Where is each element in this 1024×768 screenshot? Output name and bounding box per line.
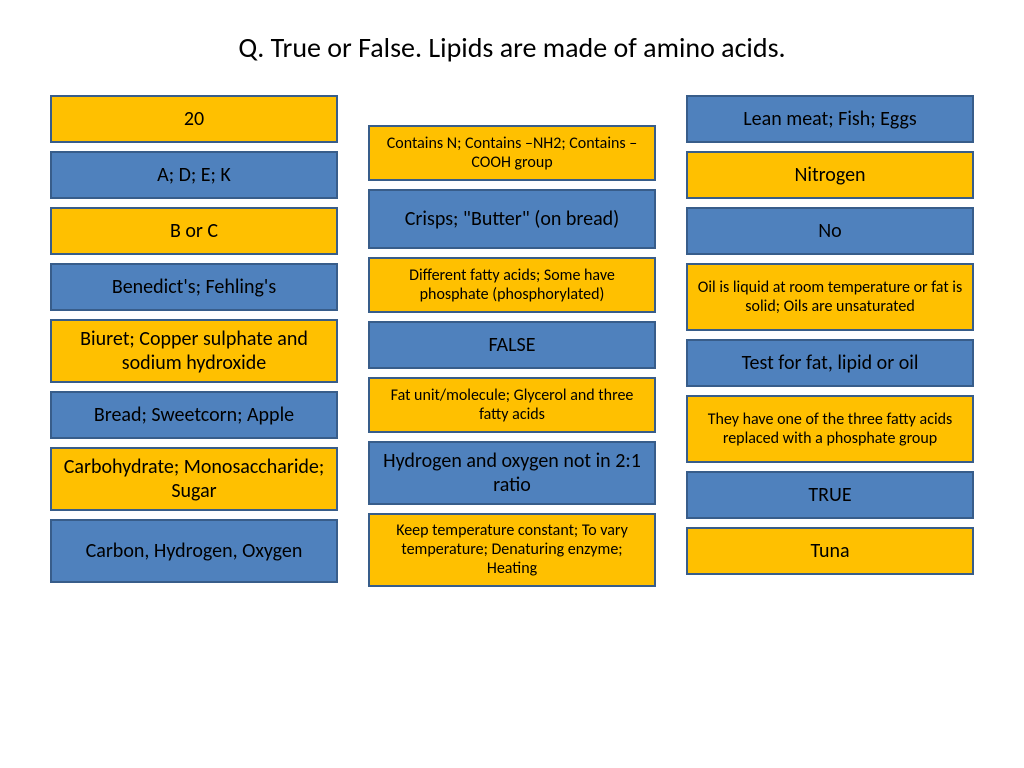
answer-card[interactable]: Different fatty acids; Some have phospha… — [368, 257, 656, 313]
answer-card[interactable]: Carbon, Hydrogen, Oxygen — [50, 519, 338, 583]
answer-card[interactable]: Hydrogen and oxygen not in 2:1 ratio — [368, 441, 656, 505]
answer-card[interactable]: Fat unit/molecule; Glycerol and three fa… — [368, 377, 656, 433]
answer-card[interactable]: Bread; Sweetcorn; Apple — [50, 391, 338, 439]
answer-card[interactable]: Contains N; Contains –NH2; Contains –COO… — [368, 125, 656, 181]
answer-card[interactable]: Nitrogen — [686, 151, 974, 199]
answer-card[interactable]: 20 — [50, 95, 338, 143]
answer-card[interactable]: They have one of the three fatty acids r… — [686, 395, 974, 463]
answer-card[interactable]: FALSE — [368, 321, 656, 369]
answer-card[interactable]: Biuret; Copper sulphate and sodium hydro… — [50, 319, 338, 383]
column-1: 20 A; D; E; K B or C Benedict's; Fehling's B… — [50, 95, 338, 587]
answer-columns: 20 A; D; E; K B or C Benedict's; Fehling's B… — [0, 85, 1024, 587]
answer-card[interactable]: No — [686, 207, 974, 255]
answer-card[interactable]: Tuna — [686, 527, 974, 575]
answer-card[interactable]: Carbohydrate; Monosaccharide; Sugar — [50, 447, 338, 511]
answer-card[interactable]: B or C — [50, 207, 338, 255]
answer-card[interactable]: TRUE — [686, 471, 974, 519]
answer-card[interactable]: A; D; E; K — [50, 151, 338, 199]
answer-card[interactable]: Crisps; "Butter" (on bread) — [368, 189, 656, 249]
answer-card[interactable]: Oil is liquid at room temperature or fat… — [686, 263, 974, 331]
answer-card[interactable]: Lean meat; Fish; Eggs — [686, 95, 974, 143]
answer-card[interactable]: Keep temperature constant; To vary tempe… — [368, 513, 656, 587]
column-3: Lean meat; Fish; Eggs Nitrogen No Oil is li… — [686, 95, 974, 587]
column-2: Contains N; Contains –NH2; Contains –COO… — [368, 125, 656, 587]
answer-card[interactable]: Test for fat, lipid or oil — [686, 339, 974, 387]
answer-card[interactable]: Benedict's; Fehling's — [50, 263, 338, 311]
question-title: Q. True or False. Lipids are made of ami… — [0, 0, 1024, 85]
